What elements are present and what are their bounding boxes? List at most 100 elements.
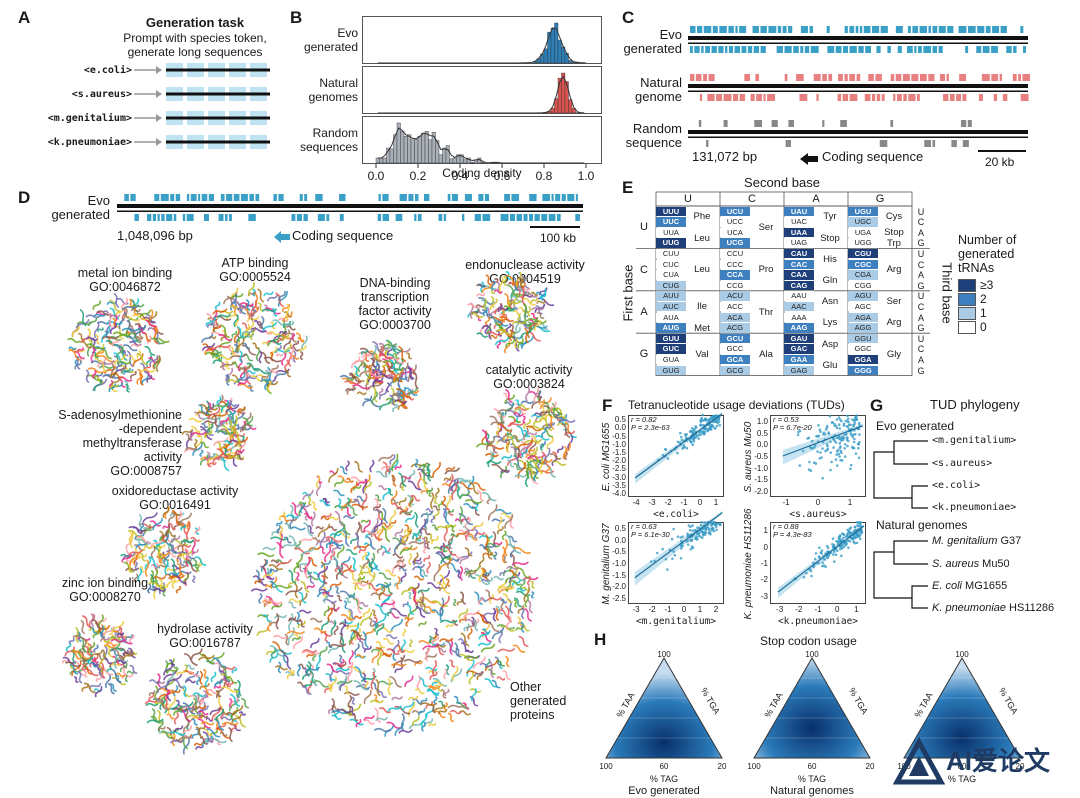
scatter-point (835, 554, 838, 557)
histogram-bar (551, 28, 555, 63)
scatter-point (712, 527, 715, 530)
protein-structure (370, 460, 374, 472)
protein-structure (361, 518, 369, 524)
ternary-tick-label: 100 (596, 760, 616, 774)
protein-structure (452, 666, 459, 681)
cds-mark (811, 46, 819, 53)
cds-mark (697, 26, 702, 33)
cds-mark (785, 46, 792, 53)
codon-cell: UUU (656, 207, 686, 217)
cluster-hydrolase (142, 644, 254, 756)
cluster-label-other: proteins (510, 708, 590, 722)
histogram-0 (362, 16, 602, 64)
scatter-point (672, 528, 675, 531)
phylogeny-evo-label: Evo generated (876, 419, 954, 433)
cds-mark (920, 26, 927, 33)
x-tick-label: 0 (676, 605, 692, 614)
protein-structure (445, 689, 450, 697)
histogram-bar (415, 140, 419, 163)
protein-structure (392, 695, 403, 702)
protein-structure (465, 649, 473, 654)
species-token-label: <m.genitalium> (40, 112, 132, 126)
scatter-point (853, 421, 856, 424)
scatter-point (688, 524, 691, 527)
scatter-point (854, 526, 857, 529)
panel-label-c: C (622, 8, 634, 28)
protein-structure (314, 680, 329, 688)
cds-mark (444, 214, 446, 221)
cds-mark (754, 46, 759, 53)
protein-structure (88, 317, 98, 327)
scatter-point (832, 438, 835, 441)
protein-structure (324, 546, 331, 563)
cds-mark (849, 26, 854, 33)
protein-structure (387, 609, 391, 616)
protein-structure (469, 696, 479, 707)
protein-structure (310, 618, 322, 622)
scatter-point (822, 433, 825, 436)
scatter-point (701, 537, 704, 540)
protein-structure (513, 310, 521, 314)
first-base-axis-label: First base (622, 264, 636, 321)
cds-mark (340, 214, 344, 221)
amino-acid-label: Lys (814, 316, 846, 330)
panel-d-bp: 1,048,096 bp (117, 229, 193, 243)
correlation-p: P = 6.1e-30 (631, 531, 670, 539)
panel-a-subtitle-2: generate long sequences (95, 45, 295, 59)
cluster-label-sam-methyltransferase: -dependent (36, 422, 182, 436)
scatter-point (824, 558, 827, 561)
x-tick-label: -2 (660, 498, 676, 507)
protein-structure (338, 655, 344, 663)
scatter-point (838, 423, 841, 426)
cds-mark (557, 214, 561, 221)
codon-cell: GAC (784, 344, 814, 354)
legend-title: tRNAs (958, 261, 994, 275)
amino-acid-label: Phe (686, 210, 718, 224)
protein-structure (174, 724, 184, 733)
cds-mark (735, 26, 737, 33)
cds-mark (893, 94, 895, 101)
cds-mark (728, 26, 734, 33)
scatter-point (841, 532, 844, 535)
scatter-point (840, 450, 843, 453)
x-tick-label: 1 (848, 605, 864, 614)
cds-mark (707, 94, 714, 101)
amino-acid-label: Pro (750, 263, 782, 277)
scatter-point (672, 550, 675, 553)
cds-mark (699, 120, 701, 127)
scatter-point (836, 450, 839, 453)
cds-mark (248, 214, 255, 221)
cds-mark (827, 46, 834, 53)
cds-mark (890, 120, 893, 127)
amino-acid-label: Trp (878, 237, 910, 251)
track-label: Random (610, 122, 682, 136)
cds-mark (524, 214, 528, 221)
scatter-point (855, 418, 858, 421)
cds-mark (249, 194, 254, 201)
protein-structure (307, 497, 313, 506)
scale-bar (978, 150, 1026, 152)
cds-mark (542, 194, 550, 201)
scatter-point (706, 429, 709, 432)
cds-mark (959, 26, 967, 33)
scatter-point (667, 457, 670, 460)
cds-mark (788, 26, 792, 33)
protein-structure (439, 557, 453, 571)
scatter-point (835, 453, 838, 456)
scatter-point (699, 419, 702, 422)
scatter-point (835, 540, 838, 543)
legend-label: ≥3 (980, 278, 993, 292)
protein-structure (479, 556, 484, 568)
protein-structure (416, 607, 431, 614)
track-label: genome (610, 90, 682, 104)
protein-structure (297, 665, 301, 676)
cds-mark (576, 194, 578, 201)
codon-cell: UCA (720, 228, 750, 238)
protein-structure (82, 335, 90, 344)
cds-mark (742, 46, 747, 53)
scatter-point (665, 558, 668, 561)
scatter-point (692, 443, 695, 446)
species-token-label: <k.pneumoniae> (40, 136, 132, 150)
cds-mark (297, 214, 302, 221)
histogram-row-label: sequences (280, 140, 358, 154)
